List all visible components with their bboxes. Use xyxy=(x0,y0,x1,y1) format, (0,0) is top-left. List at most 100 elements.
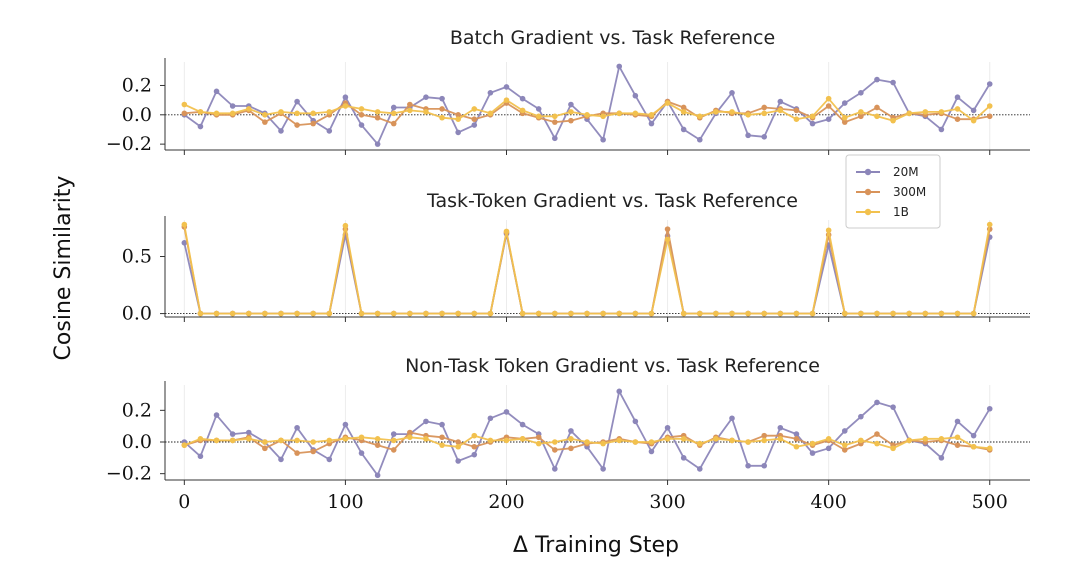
data-point-1b xyxy=(439,310,445,317)
data-point-1b xyxy=(487,310,494,317)
data-point-1b xyxy=(342,222,349,229)
data-point-20m xyxy=(455,129,461,136)
y-tick-label: 0.2 xyxy=(122,399,152,421)
legend-entry-300M: 300M xyxy=(856,185,926,199)
data-point-1b xyxy=(632,110,639,117)
data-point-1b xyxy=(358,434,365,441)
data-point-300m xyxy=(471,116,478,122)
data-point-1b xyxy=(616,437,623,444)
data-point-1b xyxy=(326,310,333,317)
data-point-1b xyxy=(455,116,461,122)
data-point-20m xyxy=(809,450,816,456)
data-point-1b xyxy=(471,106,478,112)
data-point-300m xyxy=(310,120,316,127)
x-tick-label: 500 xyxy=(972,491,1008,513)
data-point-1b xyxy=(278,437,284,444)
data-point-300m xyxy=(262,119,268,125)
data-point-1b xyxy=(954,106,961,112)
data-point-1b xyxy=(761,110,768,117)
data-point-1b xyxy=(439,442,445,448)
data-point-300m xyxy=(310,448,316,455)
data-point-20m xyxy=(439,95,445,102)
data-point-300m xyxy=(793,107,800,114)
legend-marker-300M xyxy=(864,188,872,196)
data-point-300m xyxy=(181,110,188,117)
data-point-1b xyxy=(342,436,349,442)
data-point-20m xyxy=(552,466,558,472)
data-point-1b xyxy=(729,437,735,444)
data-point-300m xyxy=(874,104,880,111)
data-point-20m xyxy=(970,432,977,439)
x-tick-label: 300 xyxy=(649,491,685,513)
data-point-1b xyxy=(632,439,639,445)
data-point-20m xyxy=(181,240,188,246)
series-20m xyxy=(181,388,993,479)
panel-title: Batch Gradient vs. Task Reference xyxy=(450,27,775,49)
panel-2: 0.5 0.0 Task-Token Gradient vs. Task Refer… xyxy=(122,190,1030,325)
x-tick-label: 200 xyxy=(488,491,524,513)
data-point-1b xyxy=(197,310,204,317)
data-point-1b xyxy=(745,310,751,317)
data-point-1b xyxy=(213,437,220,444)
data-point-1b xyxy=(970,443,977,450)
data-point-1b xyxy=(326,109,333,115)
data-point-20m xyxy=(568,428,574,434)
data-point-1b xyxy=(407,310,413,317)
data-point-300m xyxy=(874,431,880,437)
y-tick-label: 0.2 xyxy=(122,74,152,96)
y-tick-label: 0.5 xyxy=(122,246,152,268)
data-point-1b xyxy=(664,236,671,243)
series-line-300m xyxy=(183,226,991,315)
data-point-1b xyxy=(423,109,429,115)
legend-marker-20M xyxy=(864,168,872,176)
data-point-20m xyxy=(986,405,993,412)
series-line-20m xyxy=(183,232,991,315)
data-point-1b xyxy=(439,114,445,121)
data-point-1b xyxy=(262,112,268,118)
data-point-1b xyxy=(648,310,655,317)
data-point-20m xyxy=(423,418,429,425)
data-point-1b xyxy=(858,437,864,444)
data-point-1b xyxy=(407,434,413,441)
series-20m xyxy=(181,230,993,317)
data-point-20m xyxy=(970,107,977,114)
data-point-1b xyxy=(825,227,832,234)
panel-title: Task-Token Gradient vs. Task Reference xyxy=(426,190,798,212)
data-point-20m xyxy=(954,94,961,100)
data-point-300m xyxy=(374,114,381,121)
data-point-1b xyxy=(374,109,381,115)
data-point-300m xyxy=(841,447,848,453)
data-point-1b xyxy=(809,113,816,120)
data-point-1b xyxy=(986,103,993,109)
data-point-1b xyxy=(841,442,848,448)
data-point-300m xyxy=(439,106,445,112)
data-point-20m xyxy=(648,120,655,127)
data-point-20m xyxy=(423,94,429,100)
data-point-1b xyxy=(858,109,864,115)
data-point-20m xyxy=(858,413,864,420)
data-point-1b xyxy=(278,109,284,115)
data-point-20m xyxy=(471,122,478,128)
data-point-1b xyxy=(503,97,510,103)
data-point-1b xyxy=(986,445,993,452)
y-tick-label: −0.2 xyxy=(106,463,152,485)
series-1b xyxy=(181,432,993,452)
series-1b xyxy=(181,95,993,124)
data-point-1b xyxy=(890,445,896,452)
x-tick-label: 400 xyxy=(811,491,847,513)
data-point-1b xyxy=(664,100,671,106)
series-300m xyxy=(181,224,993,317)
data-point-1b xyxy=(181,101,188,108)
y-tick-label: 0.0 xyxy=(122,303,152,325)
data-point-1b xyxy=(519,310,526,317)
data-point-1b xyxy=(680,436,687,442)
data-point-1b xyxy=(777,310,784,317)
data-point-20m xyxy=(487,90,494,96)
data-point-1b xyxy=(262,439,268,445)
data-point-1b xyxy=(632,310,639,317)
data-point-300m xyxy=(358,112,365,118)
data-point-1b xyxy=(793,310,800,317)
legend-entry-1B: 1B xyxy=(856,205,909,219)
data-point-1b xyxy=(310,310,316,317)
data-point-20m xyxy=(616,63,623,70)
